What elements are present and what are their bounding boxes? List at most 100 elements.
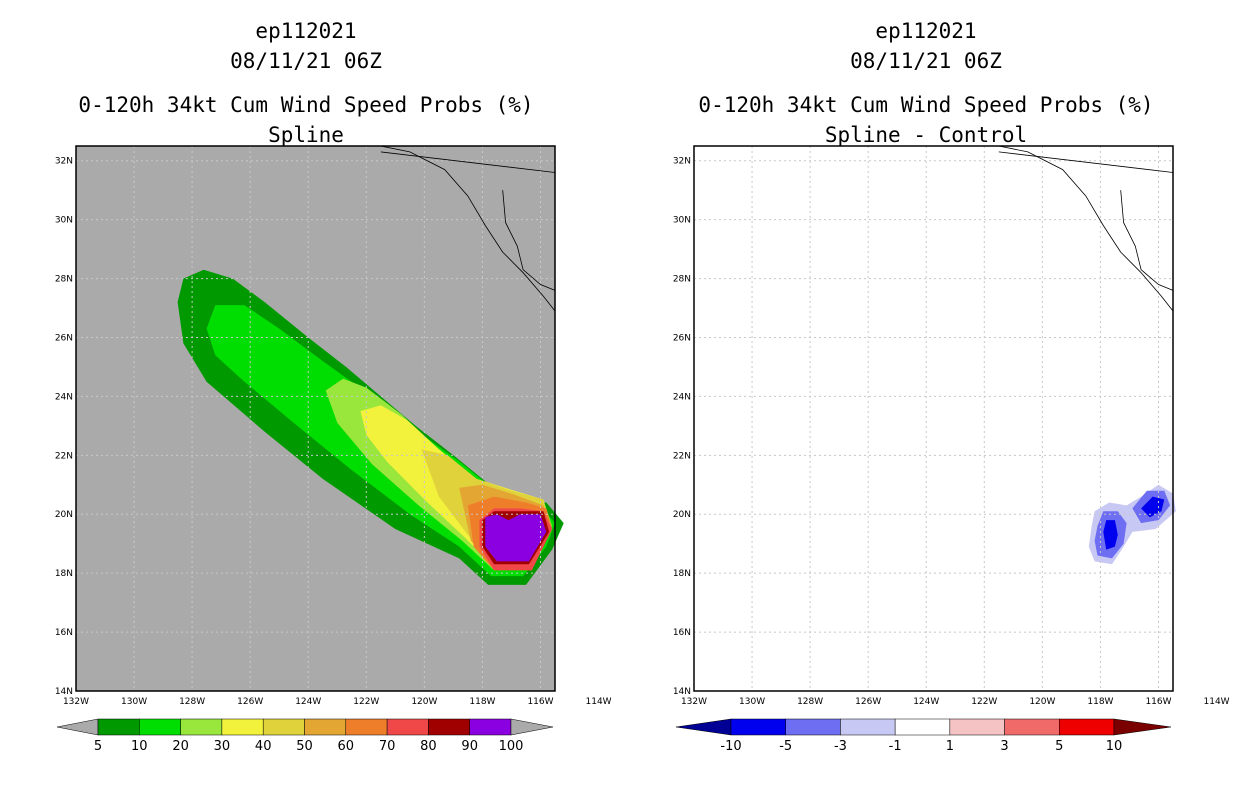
contour-fill-90-9 bbox=[485, 514, 547, 562]
colorbar-label: 10 bbox=[1106, 739, 1123, 754]
colorbar-label: 10 bbox=[131, 739, 148, 754]
contour-fill--5-3 bbox=[1103, 520, 1118, 550]
colorbar-label: -10 bbox=[720, 739, 741, 754]
x-tick-label: 130W bbox=[739, 697, 765, 707]
y-tick-label: 28N bbox=[673, 275, 691, 285]
colorbar-swatch bbox=[97, 718, 140, 736]
chart-panel-2: 132W 130W 128W 126W 124W 122W 120W 118W 116W 114W… bbox=[673, 145, 1230, 754]
chart-panel-1: 132W 130W 128W 126W 124W 122W 120W 118W 116W 114W… bbox=[55, 145, 612, 754]
y-tick-label: 18N bbox=[673, 569, 691, 579]
y-tick-label: 32N bbox=[55, 157, 73, 167]
x-tick-label: 120W bbox=[1029, 697, 1055, 707]
colorbar-label: 20 bbox=[172, 739, 189, 754]
colorbar-label: 100 bbox=[499, 739, 524, 754]
y-tick-label: 20N bbox=[673, 510, 691, 520]
colorbar-label: 5 bbox=[94, 739, 102, 754]
coastline-2 bbox=[1120, 190, 1174, 291]
x-tick-label: 122W bbox=[353, 697, 379, 707]
colorbar-swatch bbox=[386, 718, 429, 736]
y-tick-label: 16N bbox=[673, 628, 691, 638]
y-tick-label: 28N bbox=[55, 275, 73, 285]
x-tick-label: 130W bbox=[121, 697, 147, 707]
x-tick-label: 128W bbox=[797, 697, 823, 707]
colorbar-swatch bbox=[1059, 718, 1115, 736]
y-tick-label: 30N bbox=[673, 216, 691, 226]
x-tick-label: 114W bbox=[586, 697, 612, 707]
x-tick-label: 128W bbox=[179, 697, 205, 707]
colorbar: -10 -5 -3 -1 1 3 5 10 bbox=[675, 718, 1172, 754]
y-tick-label: 24N bbox=[673, 392, 691, 402]
colorbar-swatch bbox=[139, 718, 181, 736]
x-tick-label: 132W bbox=[681, 697, 707, 707]
colorbar-swatch bbox=[304, 718, 347, 736]
title-method: Spline bbox=[268, 123, 344, 147]
plot-background bbox=[694, 146, 1173, 691]
colorbar-swatch bbox=[345, 718, 388, 736]
panel-title-left: ep112021 08/11/21 06Z 0-120h 34kt Cum Wi… bbox=[56, 16, 556, 150]
title-product: 0-120h 34kt Cum Wind Speed Probs (%) bbox=[698, 93, 1154, 117]
x-tick-label: 122W bbox=[971, 697, 997, 707]
coastline-1 bbox=[380, 145, 556, 312]
colorbar-swatch bbox=[949, 718, 1005, 736]
colorbar: 5 10 20 30 40 50 60 70 80 90 100 bbox=[56, 718, 554, 754]
x-tick-label: 116W bbox=[527, 697, 553, 707]
colorbar-low-arrow bbox=[56, 718, 99, 736]
y-tick-label: 14N bbox=[673, 687, 691, 697]
border-line bbox=[380, 151, 556, 173]
colorbar-label: 1 bbox=[946, 739, 954, 754]
y-tick-label: 26N bbox=[673, 333, 691, 343]
colorbar-swatch bbox=[428, 718, 470, 736]
colorbar-label: 80 bbox=[420, 739, 437, 754]
colorbar-high-arrow bbox=[1113, 718, 1172, 736]
title-datetime: 08/11/21 06Z bbox=[230, 49, 382, 73]
colorbar-swatch bbox=[1004, 718, 1060, 736]
colorbar-label: -3 bbox=[834, 739, 847, 754]
colorbar-swatch bbox=[785, 718, 841, 736]
y-tick-label: 14N bbox=[55, 687, 73, 697]
x-tick-label: 124W bbox=[913, 697, 939, 707]
coastline-1 bbox=[998, 145, 1174, 312]
plot-frame bbox=[75, 145, 556, 692]
colorbar-label: 60 bbox=[338, 739, 355, 754]
y-tick-label: 18N bbox=[55, 569, 73, 579]
y-tick-label: 32N bbox=[673, 157, 691, 167]
y-tick-label: 22N bbox=[673, 451, 691, 461]
colorbar-label: 70 bbox=[379, 739, 396, 754]
x-tick-label: 118W bbox=[469, 697, 495, 707]
x-tick-label: 114W bbox=[1204, 697, 1230, 707]
colorbar-high-arrow bbox=[510, 718, 554, 736]
title-datetime: 08/11/21 06Z bbox=[850, 49, 1002, 73]
colorbar-low-arrow bbox=[675, 718, 732, 736]
colorbar-swatch bbox=[221, 718, 264, 736]
y-tick-label: 16N bbox=[55, 628, 73, 638]
colorbar-label: -1 bbox=[889, 739, 902, 754]
title-product: 0-120h 34kt Cum Wind Speed Probs (%) bbox=[78, 93, 534, 117]
colorbar-label: 5 bbox=[1055, 739, 1063, 754]
title-storm-id: ep112021 bbox=[255, 19, 357, 43]
colorbar-swatch bbox=[262, 718, 305, 736]
x-tick-label: 126W bbox=[855, 697, 881, 707]
x-tick-label: 126W bbox=[237, 697, 263, 707]
x-tick-label: 124W bbox=[295, 697, 321, 707]
x-tick-label: 116W bbox=[1145, 697, 1171, 707]
border-line bbox=[998, 151, 1174, 173]
panel-title-right: ep112021 08/11/21 06Z 0-120h 34kt Cum Wi… bbox=[676, 16, 1176, 150]
y-tick-label: 30N bbox=[55, 216, 73, 226]
colorbar-swatch bbox=[469, 718, 512, 736]
y-tick-label: 22N bbox=[55, 451, 73, 461]
colorbar-label: 90 bbox=[461, 739, 478, 754]
colorbar-label: 40 bbox=[255, 739, 272, 754]
x-tick-label: 132W bbox=[63, 697, 89, 707]
colorbar-swatch bbox=[840, 718, 896, 736]
y-tick-label: 20N bbox=[55, 510, 73, 520]
colorbar-swatch bbox=[180, 718, 223, 736]
colorbar-label: 30 bbox=[214, 739, 231, 754]
y-tick-label: 26N bbox=[55, 333, 73, 343]
colorbar-label: 3 bbox=[1000, 739, 1008, 754]
title-storm-id: ep112021 bbox=[875, 19, 977, 43]
coastline-2 bbox=[502, 190, 556, 291]
y-tick-label: 24N bbox=[55, 392, 73, 402]
plot-frame bbox=[693, 145, 1174, 692]
x-tick-label: 120W bbox=[411, 697, 437, 707]
